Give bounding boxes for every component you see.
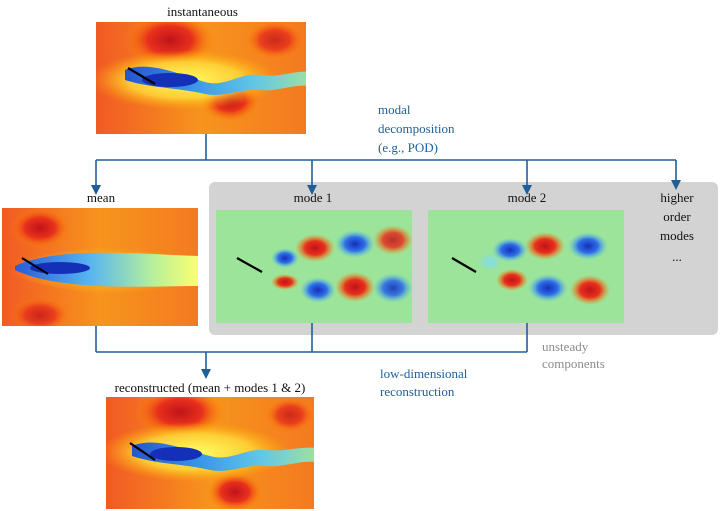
higher-order-modes-line-3: modes	[660, 228, 694, 243]
higher-order-modes-ellipsis: ...	[672, 249, 682, 264]
reconstructed-flow-field	[106, 397, 314, 509]
low-dimensional-reconstruction-line-2: reconstruction	[380, 384, 455, 399]
mode-2-label: mode 2	[507, 190, 547, 205]
mean-flow-field	[2, 208, 198, 326]
unsteady-components-annotation: unsteady components	[542, 338, 605, 372]
mode-1-label: mode 1	[293, 190, 333, 205]
higher-order-modes-label: higher order modes ...	[648, 188, 706, 266]
reconstruction-connectors	[95, 323, 528, 379]
higher-order-modes-line-1: higher	[660, 190, 694, 205]
decomposition-connectors	[91, 134, 681, 195]
low-dimensional-reconstruction-annotation: low-dimensional reconstruction	[380, 365, 467, 401]
reconstructed-label: reconstructed (mean + modes 1 & 2)	[114, 380, 306, 395]
higher-order-modes-line-2: order	[663, 209, 691, 224]
unsteady-components-line-1: unsteady	[542, 339, 589, 354]
modal-decomposition-line-2: decomposition	[378, 121, 455, 136]
mode-1-flow-field	[216, 210, 412, 323]
modal-decomposition-line-1: modal	[378, 102, 411, 117]
mode-2-flow-field	[428, 210, 624, 323]
unsteady-components-line-2: components	[542, 356, 605, 371]
modal-decomposition-annotation: modal decomposition (e.g., POD)	[378, 100, 455, 157]
modal-decomposition-line-3: (e.g., POD)	[378, 140, 438, 155]
mean-label: mean	[86, 190, 116, 205]
instantaneous-flow-field	[96, 22, 306, 134]
instantaneous-label: instantaneous	[167, 4, 238, 19]
low-dimensional-reconstruction-line-1: low-dimensional	[380, 366, 468, 381]
